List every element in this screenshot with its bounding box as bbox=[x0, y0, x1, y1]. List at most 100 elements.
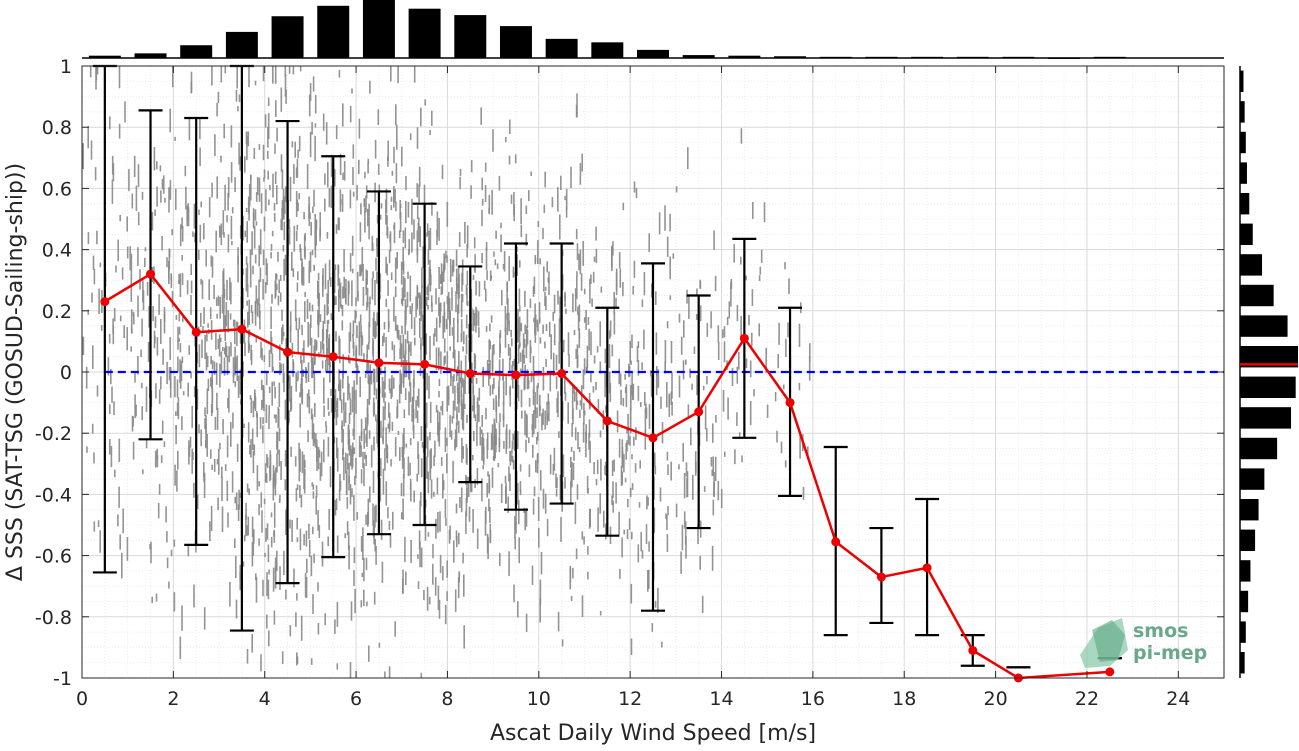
scatter-point bbox=[386, 226, 389, 239]
scatter-point bbox=[369, 486, 371, 503]
scatter-point bbox=[113, 307, 116, 322]
scatter-point bbox=[292, 361, 295, 370]
scatter-point bbox=[230, 162, 233, 183]
scatter-point bbox=[738, 432, 741, 437]
scatter-point bbox=[413, 370, 415, 388]
scatter-point bbox=[450, 373, 452, 387]
scatter-point bbox=[425, 333, 427, 355]
scatter-point bbox=[231, 240, 233, 246]
scatter-point bbox=[298, 317, 301, 330]
scatter-point bbox=[308, 260, 311, 268]
scatter-point bbox=[401, 287, 404, 307]
scatter-point bbox=[298, 135, 301, 152]
scatter-point bbox=[377, 163, 380, 175]
scatter-point bbox=[260, 341, 262, 358]
scatter-point bbox=[395, 201, 397, 212]
scatter-point bbox=[464, 355, 467, 372]
scatter-point bbox=[596, 459, 599, 475]
mean-point bbox=[191, 327, 201, 337]
scatter-point bbox=[210, 320, 213, 340]
scatter-point bbox=[281, 208, 283, 231]
scatter-point bbox=[351, 280, 353, 307]
scatter-point bbox=[758, 323, 760, 337]
scatter-point bbox=[294, 299, 297, 322]
scatter-point bbox=[328, 509, 330, 530]
scatter-point bbox=[200, 278, 202, 285]
scatter-point bbox=[175, 425, 177, 445]
scatter-point bbox=[392, 511, 394, 530]
scatter-point bbox=[327, 280, 329, 305]
scatter-point bbox=[577, 306, 579, 315]
scatter-point bbox=[405, 176, 407, 191]
scatter-point bbox=[766, 404, 769, 418]
scatter-point bbox=[517, 344, 520, 364]
scatter-point bbox=[169, 379, 172, 398]
scatter-point bbox=[494, 423, 496, 447]
scatter-point bbox=[126, 246, 129, 259]
scatter-point bbox=[630, 583, 633, 604]
scatter-point bbox=[615, 272, 618, 295]
scatter-point bbox=[564, 294, 566, 307]
scatter-point bbox=[500, 483, 503, 503]
scatter-point bbox=[401, 512, 403, 519]
scatter-point bbox=[278, 427, 281, 442]
scatter-point bbox=[360, 445, 362, 457]
scatter-point bbox=[198, 344, 201, 368]
scatter-point bbox=[205, 424, 207, 449]
scatter-point bbox=[204, 335, 206, 359]
scatter-point bbox=[371, 277, 374, 300]
scatter-point bbox=[339, 153, 342, 175]
scatter-point bbox=[355, 458, 357, 479]
scatter-point bbox=[389, 234, 391, 243]
scatter-point bbox=[217, 338, 220, 349]
scatter-point bbox=[305, 368, 308, 383]
scatter-point bbox=[118, 123, 121, 139]
scatter-point bbox=[335, 125, 338, 140]
scatter-point bbox=[587, 317, 590, 325]
scatter-point bbox=[618, 438, 621, 458]
scatter-point bbox=[446, 201, 449, 227]
scatter-point bbox=[220, 223, 223, 245]
scatter-point bbox=[341, 194, 344, 212]
scatter-point bbox=[211, 66, 213, 86]
scatter-point bbox=[250, 174, 252, 181]
scatter-point bbox=[491, 384, 494, 395]
scatter-point bbox=[373, 436, 375, 451]
scatter-point bbox=[413, 66, 416, 83]
right-histogram-bar bbox=[1240, 560, 1251, 582]
scatter-point bbox=[178, 274, 180, 284]
scatter-point bbox=[223, 123, 225, 139]
scatter-point bbox=[281, 327, 283, 345]
scatter-point bbox=[532, 498, 535, 515]
scatter-point bbox=[306, 393, 309, 408]
scatter-point bbox=[328, 411, 330, 416]
scatter-point bbox=[482, 366, 484, 387]
scatter-point bbox=[258, 303, 261, 319]
top-histogram-bar bbox=[499, 26, 532, 58]
scatter-point bbox=[261, 510, 263, 533]
scatter-point bbox=[462, 552, 464, 564]
scatter-point bbox=[579, 163, 582, 177]
scatter-point bbox=[234, 320, 236, 345]
scatter-point bbox=[349, 662, 352, 678]
scatter-point bbox=[618, 252, 621, 269]
top-histogram-bar bbox=[1002, 56, 1035, 59]
scatter-point bbox=[439, 511, 441, 532]
scatter-point bbox=[224, 341, 227, 357]
scatter-point bbox=[363, 463, 365, 487]
scatter-point bbox=[92, 255, 95, 270]
scatter-point bbox=[410, 482, 412, 502]
mean-point bbox=[648, 433, 658, 443]
scatter-point bbox=[451, 416, 454, 424]
scatter-point bbox=[260, 654, 262, 672]
scatter-point bbox=[579, 249, 582, 275]
scatter-point bbox=[394, 257, 397, 284]
scatter-point bbox=[543, 204, 546, 214]
scatter-point bbox=[168, 248, 171, 270]
right-histogram-bar bbox=[1240, 621, 1246, 643]
scatter-point bbox=[478, 404, 480, 422]
scatter-point bbox=[305, 530, 308, 547]
scatter-point bbox=[297, 271, 299, 281]
top-histogram-bar bbox=[1093, 56, 1126, 59]
scatter-point bbox=[118, 438, 121, 463]
